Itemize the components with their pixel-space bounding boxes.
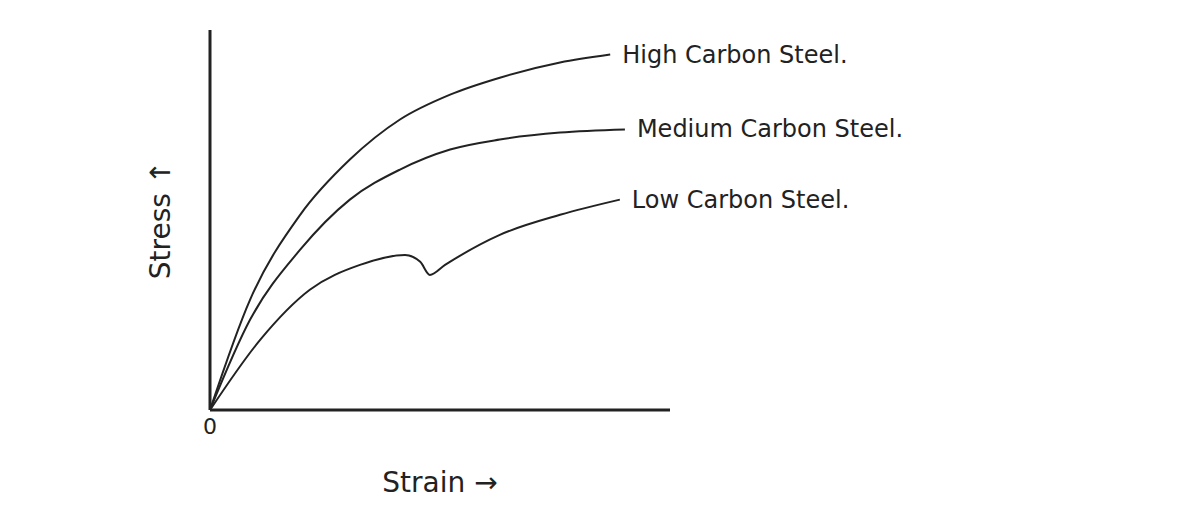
svg-text:Stress ↑: Stress ↑ <box>144 161 177 279</box>
svg-text:0: 0 <box>203 414 217 439</box>
svg-text:Low Carbon Steel.: Low Carbon Steel. <box>632 186 849 214</box>
svg-text:Strain →: Strain → <box>382 466 497 499</box>
svg-text:Medium Carbon Steel.: Medium Carbon Steel. <box>637 115 903 143</box>
svg-text:High Carbon Steel.: High Carbon Steel. <box>622 41 847 69</box>
